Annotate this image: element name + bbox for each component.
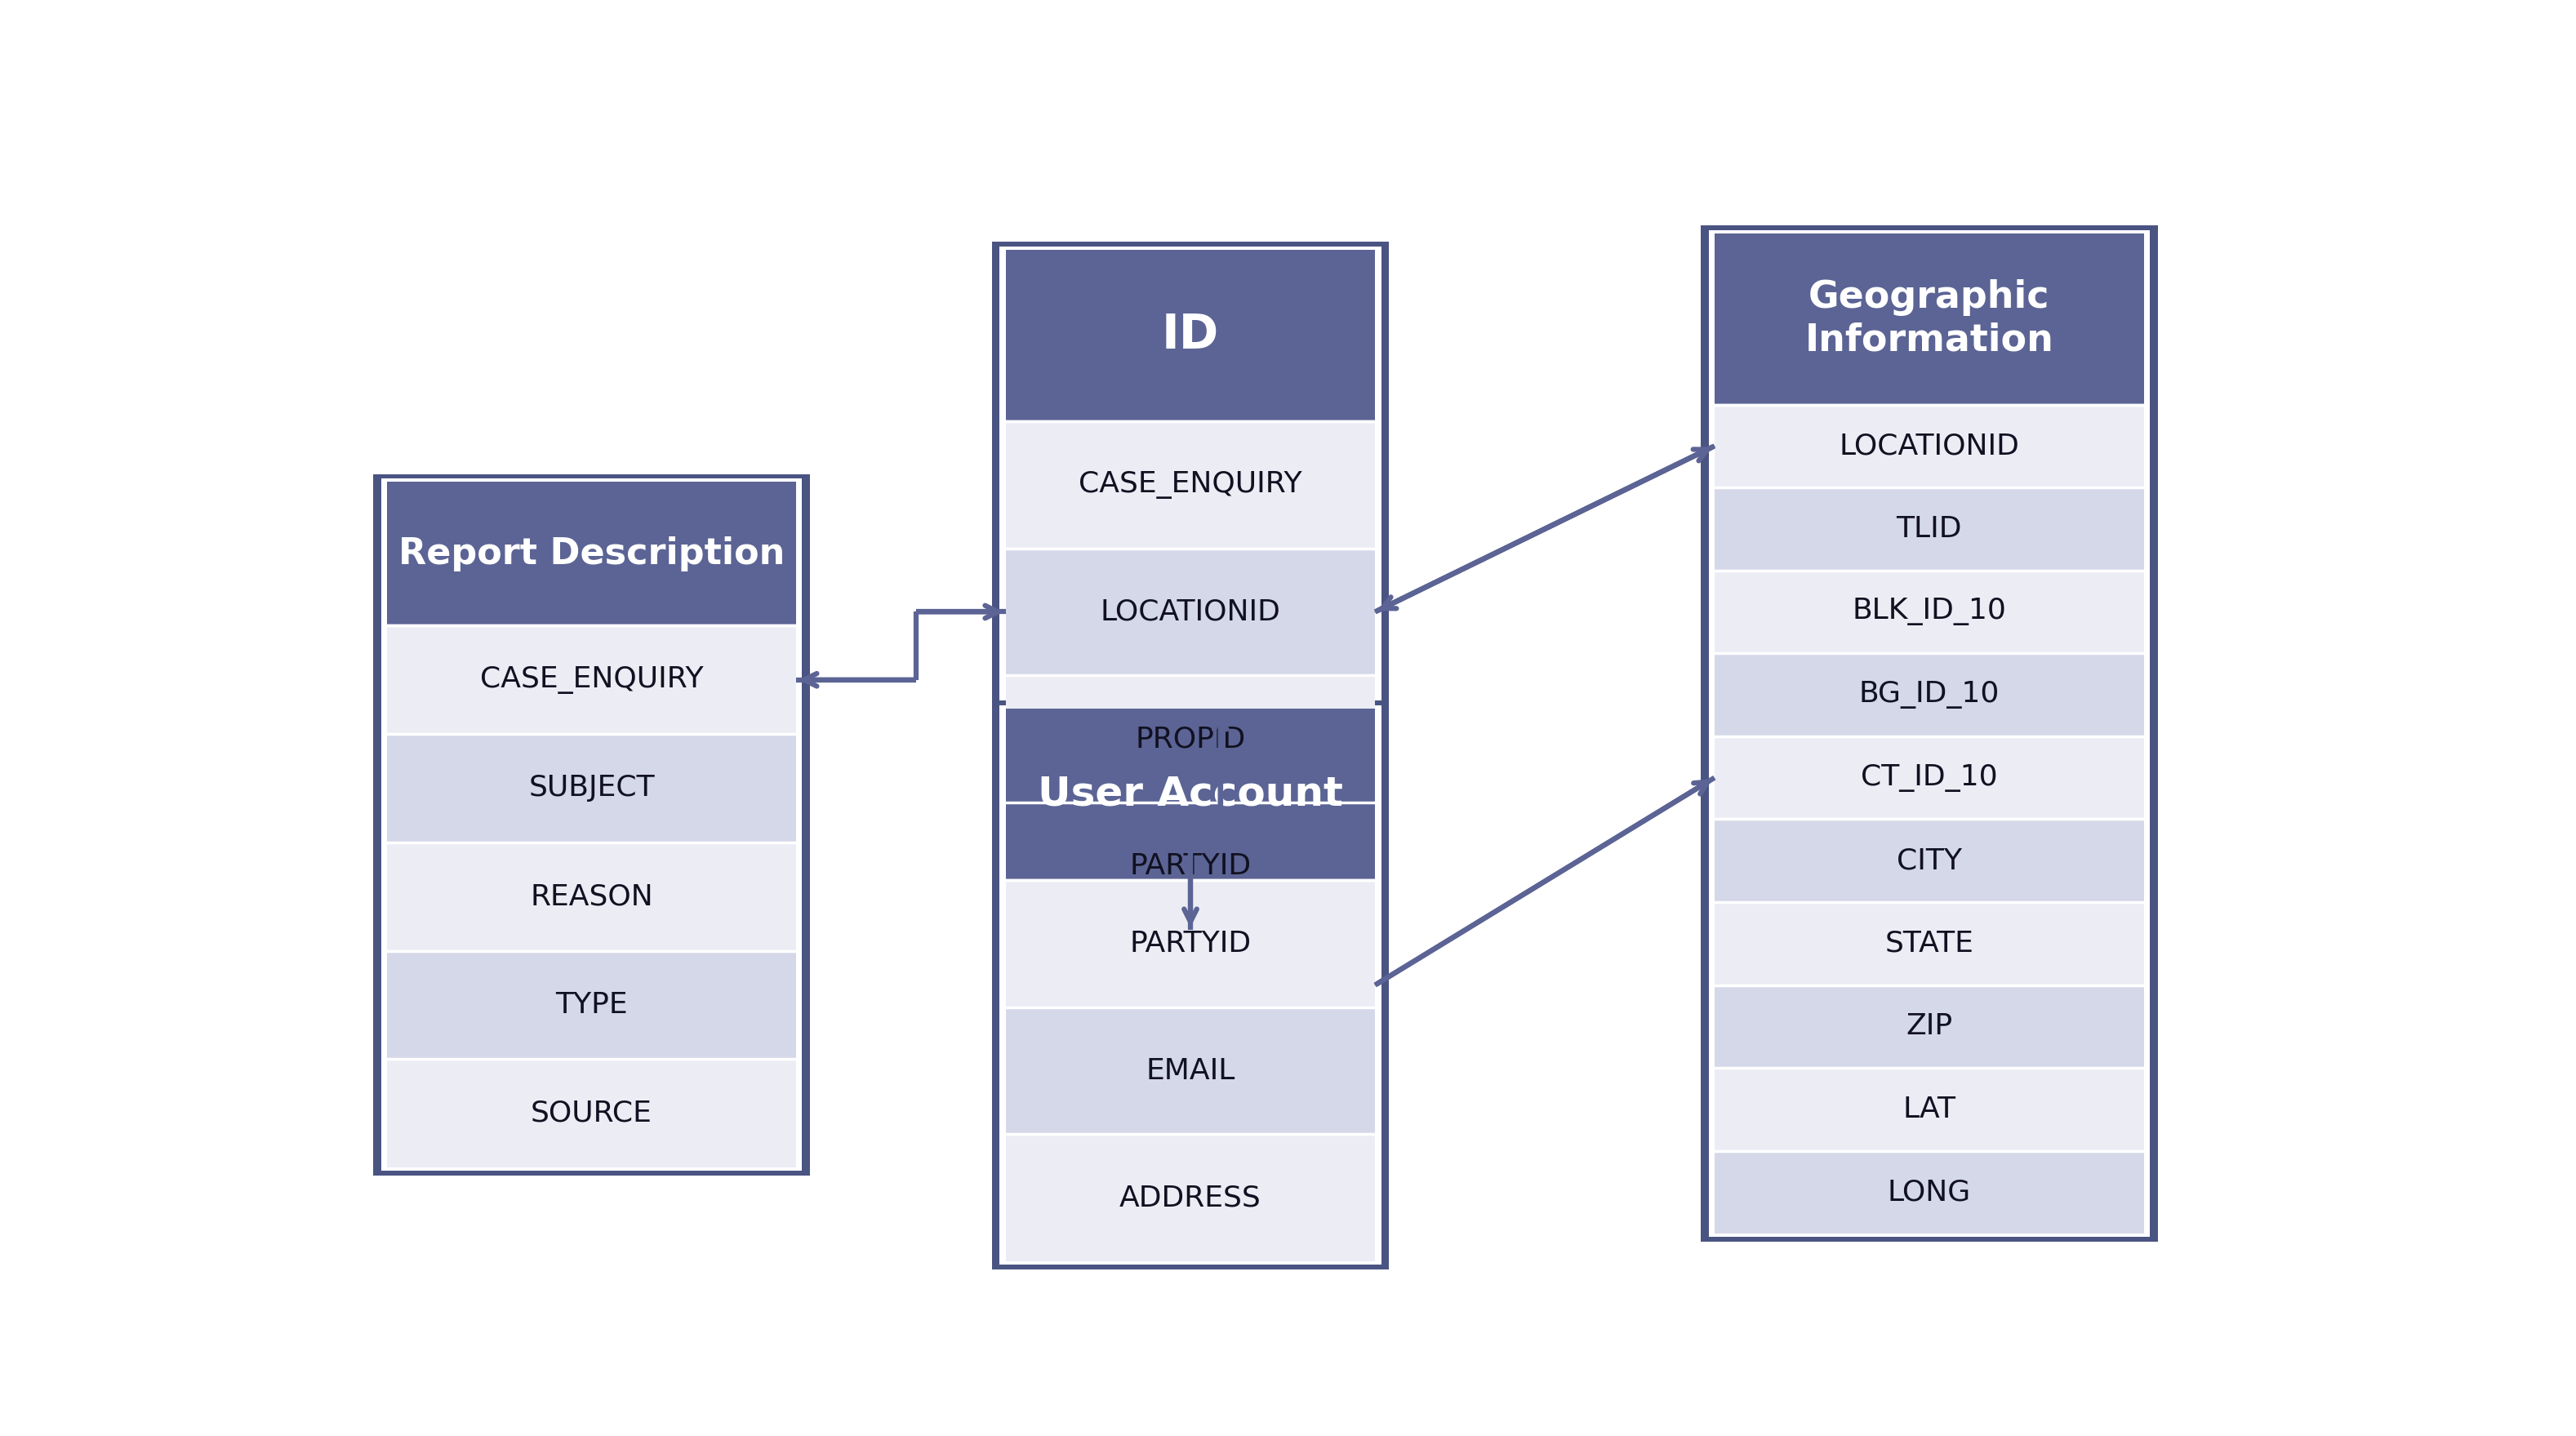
Text: LOCATIONID: LOCATIONID [1100, 597, 1280, 626]
Text: PARTYID: PARTYID [1128, 853, 1252, 880]
Bar [992, 701, 1388, 1269]
Bar [992, 243, 1388, 938]
Bar [1716, 737, 2143, 819]
Text: SUBJECT: SUBJECT [528, 774, 654, 803]
Bar [1005, 803, 1376, 929]
Text: CT_ID_10: CT_ID_10 [1860, 764, 1996, 791]
Bar [386, 734, 796, 843]
Bar [386, 843, 796, 951]
Text: STATE: STATE [1886, 929, 1973, 958]
Text: BG_ID_10: BG_ID_10 [1860, 681, 1999, 708]
Bar [1005, 880, 1376, 1007]
Text: LONG: LONG [1888, 1179, 1971, 1206]
Bar [1708, 230, 2151, 1238]
Text: User Account: User Account [1038, 774, 1342, 814]
Text: CITY: CITY [1896, 847, 1963, 875]
Text: TYPE: TYPE [556, 991, 629, 1018]
Text: ID: ID [1162, 312, 1218, 359]
Bar [386, 626, 796, 734]
Text: EMAIL: EMAIL [1146, 1057, 1234, 1084]
Text: REASON: REASON [531, 883, 654, 910]
Bar [1716, 902, 2143, 985]
Text: CASE_ENQUIRY: CASE_ENQUIRY [479, 666, 703, 694]
Text: Geographic
Information: Geographic Information [1806, 279, 2053, 359]
Bar [374, 474, 809, 1175]
Bar [1005, 421, 1376, 549]
Bar [1005, 549, 1376, 675]
Text: SOURCE: SOURCE [531, 1100, 652, 1127]
Bar [1716, 653, 2143, 737]
Bar [1716, 1068, 2143, 1150]
Bar [386, 951, 796, 1060]
Text: LAT: LAT [1904, 1096, 1955, 1123]
Bar [1005, 1007, 1376, 1134]
Bar [1716, 487, 2143, 570]
Bar [1005, 708, 1376, 880]
Bar [1005, 675, 1376, 803]
Bar [1005, 250, 1376, 421]
Bar [386, 1060, 796, 1167]
Bar [999, 705, 1381, 1265]
Bar [1716, 570, 2143, 653]
Text: CASE_ENQUIRY: CASE_ENQUIRY [1079, 471, 1301, 498]
Bar [1716, 233, 2143, 405]
Text: LOCATIONID: LOCATIONID [1839, 432, 2020, 460]
Bar [386, 482, 796, 626]
Text: ADDRESS: ADDRESS [1121, 1185, 1262, 1212]
Text: ZIP: ZIP [1906, 1012, 1953, 1040]
Bar [1716, 405, 2143, 487]
Bar [1005, 1134, 1376, 1261]
Text: Report Description: Report Description [399, 536, 786, 572]
Bar [381, 478, 801, 1170]
Bar [1700, 225, 2159, 1242]
Text: BLK_ID_10: BLK_ID_10 [1852, 597, 2007, 626]
Bar [1716, 1150, 2143, 1234]
Bar [1716, 985, 2143, 1068]
Bar [999, 247, 1381, 933]
Text: TLID: TLID [1896, 516, 1963, 543]
Text: PROPID: PROPID [1136, 725, 1247, 752]
Bar [1716, 819, 2143, 902]
Text: PARTYID: PARTYID [1128, 929, 1252, 958]
